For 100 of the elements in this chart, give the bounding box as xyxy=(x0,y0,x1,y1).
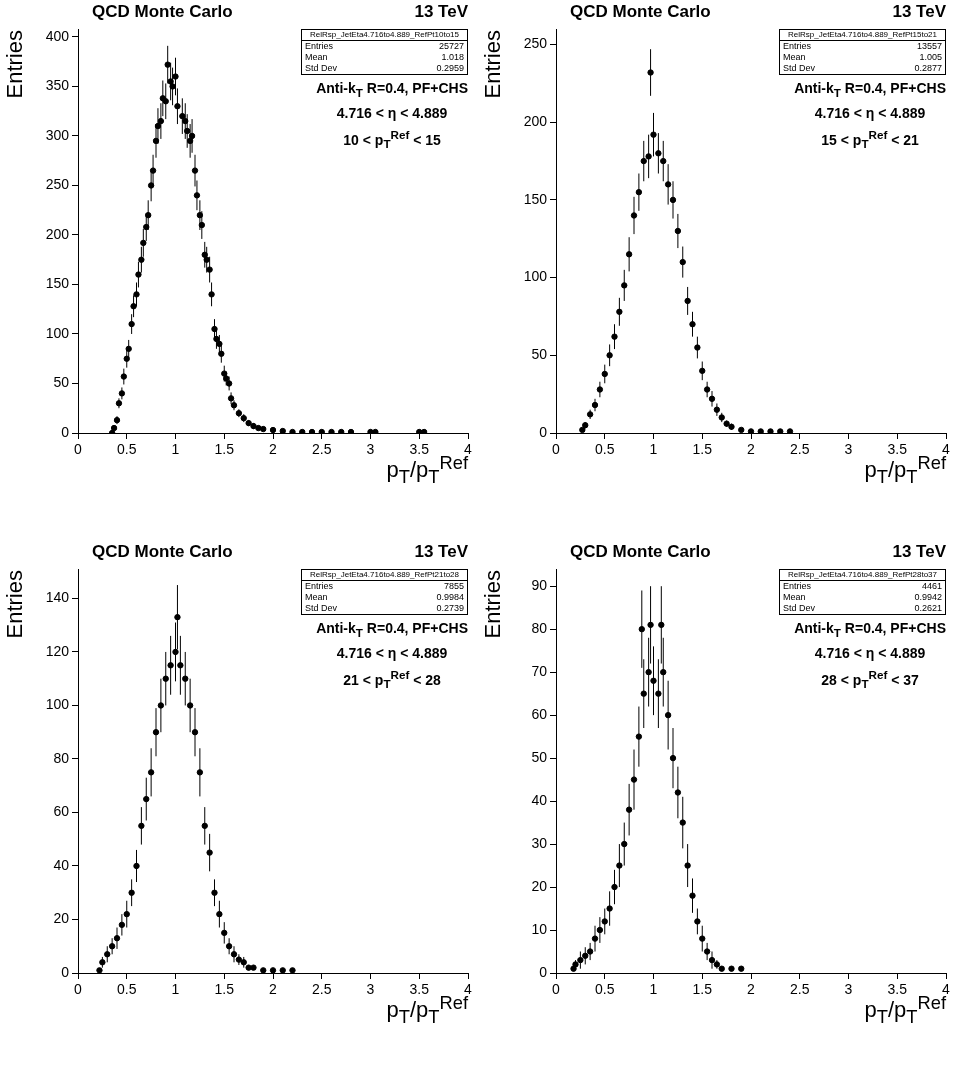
annotation: Std Dev xyxy=(305,603,338,614)
x-tick-label: 3 xyxy=(844,441,853,458)
annotation: 4.716 < η < 4.889 xyxy=(813,103,927,123)
x-tick-label: 3 xyxy=(366,441,375,458)
x-tick-label: 1.5 xyxy=(214,441,235,458)
annotation: 25727 xyxy=(438,41,464,52)
chart-subtitle: 13 TeV xyxy=(892,542,946,562)
annotation: Std Dev xyxy=(783,63,816,74)
x-tick-label: 3 xyxy=(844,981,853,998)
x-tick-label: 0.5 xyxy=(117,981,137,998)
annotation: 1.005 xyxy=(919,52,942,63)
y-tick-label: 120 xyxy=(45,642,70,659)
x-tick-label: 1 xyxy=(649,441,658,458)
annotation: 4.716 < η < 4.889 xyxy=(813,643,927,663)
chart-subtitle: 13 TeV xyxy=(892,2,946,22)
annotation: Entries xyxy=(783,581,812,592)
x-tick-label: 2 xyxy=(269,981,278,998)
annotation: Mean xyxy=(783,592,806,603)
y-tick-label: 80 xyxy=(531,620,548,637)
y-tick-label: 20 xyxy=(53,910,70,927)
x-tick-label: 1.5 xyxy=(692,981,713,998)
annotation: 10 < p$_{T}$$^{Ref}$ < 15 xyxy=(342,126,442,153)
chart-title: QCD Monte Carlo xyxy=(92,542,233,562)
x-tick-label: 2 xyxy=(269,441,278,458)
x-tick-label: 2.5 xyxy=(790,981,810,998)
y-tick-label: 50 xyxy=(53,374,70,391)
y-tick-label: 50 xyxy=(531,748,548,765)
y-tick-label: 0 xyxy=(539,423,548,440)
y-tick-label: 50 xyxy=(531,346,548,363)
y-tick-label: 200 xyxy=(523,113,548,130)
x-tick-label: 0 xyxy=(552,441,561,458)
annotation: RelRsp_JetEta4.716to4.889_RefPt28to37 xyxy=(780,570,945,581)
y-axis-title: Entries xyxy=(2,570,28,639)
x-tick-label: 0 xyxy=(74,981,83,998)
y-tick-label: 0 xyxy=(61,423,70,440)
annotation: Mean xyxy=(305,52,328,63)
annotation: Entries xyxy=(305,581,334,592)
y-tick-label: 200 xyxy=(45,225,70,242)
annotation: 0.9984 xyxy=(436,592,464,603)
x-tick-label: 0 xyxy=(74,441,83,458)
x-tick-label: 0.5 xyxy=(117,441,137,458)
annotation: Mean xyxy=(783,52,806,63)
annotation: Mean xyxy=(305,592,328,603)
annotation: Anti-k$_{T}$ R=0.4, PF+CHS xyxy=(316,619,468,641)
y-tick-label: 250 xyxy=(45,176,70,193)
x-tick-label: 2.5 xyxy=(790,441,810,458)
y-tick-label: 80 xyxy=(53,749,70,766)
annotation: 13557 xyxy=(916,41,942,52)
x-tick-label: 0.5 xyxy=(595,981,615,998)
chart-title: QCD Monte Carlo xyxy=(570,2,711,22)
annotation: 7855 xyxy=(443,581,464,592)
annotation: Entries xyxy=(783,41,812,52)
annotation: RelRsp_JetEta4.716to4.889_RefPt15to21 xyxy=(780,30,945,41)
chart-title: QCD Monte Carlo xyxy=(570,542,711,562)
y-tick-label: 400 xyxy=(45,27,70,44)
y-tick-label: 350 xyxy=(45,77,70,94)
annotation: Anti-k$_{T}$ R=0.4, PF+CHS xyxy=(794,619,946,641)
annotation: Entries xyxy=(305,41,334,52)
x-tick-label: 2.5 xyxy=(312,441,332,458)
x-tick-label: 3.5 xyxy=(887,981,908,998)
annotation: 15 < p$_{T}$$^{Ref}$ < 21 xyxy=(820,126,920,153)
annotation: Std Dev xyxy=(783,603,816,614)
x-tick-label: 2 xyxy=(747,441,756,458)
annotation: 0.2739 xyxy=(436,603,464,614)
y-tick-label: 100 xyxy=(45,696,70,713)
y-axis-title: Entries xyxy=(480,30,506,99)
x-tick-label: 3.5 xyxy=(887,441,908,458)
annotation: 1.018 xyxy=(441,52,464,63)
annotation: Anti-k$_{T}$ R=0.4, PF+CHS xyxy=(794,79,946,101)
y-tick-label: 0 xyxy=(539,963,548,980)
y-tick-label: 90 xyxy=(531,577,548,594)
x-tick-label: 3.5 xyxy=(409,981,430,998)
y-tick-label: 40 xyxy=(531,791,548,808)
annotation: 4461 xyxy=(921,581,942,592)
annotation: 0.2621 xyxy=(914,603,942,614)
annotation: 28 < p$_{T}$$^{Ref}$ < 37 xyxy=(820,666,920,693)
y-tick-label: 140 xyxy=(45,589,70,606)
annotation: 4.716 < η < 4.889 xyxy=(335,103,449,123)
x-tick-label: 3 xyxy=(366,981,375,998)
x-tick-label: 2 xyxy=(747,981,756,998)
y-tick-label: 300 xyxy=(45,126,70,143)
x-tick-label: 2.5 xyxy=(312,981,332,998)
x-tick-label: 1.5 xyxy=(692,441,713,458)
annotation: Std Dev xyxy=(305,63,338,74)
annotation: 0.2877 xyxy=(914,63,942,74)
x-tick-label: 0 xyxy=(552,981,561,998)
y-tick-label: 30 xyxy=(531,834,548,851)
annotation: 21 < p$_{T}$$^{Ref}$ < 28 xyxy=(342,666,442,693)
annotation: 4.716 < η < 4.889 xyxy=(335,643,449,663)
y-tick-label: 20 xyxy=(531,877,548,894)
y-axis-title: Entries xyxy=(2,30,28,99)
y-tick-label: 100 xyxy=(45,324,70,341)
x-tick-label: 1 xyxy=(649,981,658,998)
y-tick-label: 60 xyxy=(531,705,548,722)
y-tick-label: 70 xyxy=(531,663,548,680)
y-tick-label: 60 xyxy=(53,803,70,820)
x-tick-label: 1 xyxy=(171,441,180,458)
y-tick-label: 40 xyxy=(53,856,70,873)
y-tick-label: 100 xyxy=(523,268,548,285)
y-tick-label: 150 xyxy=(45,275,70,292)
